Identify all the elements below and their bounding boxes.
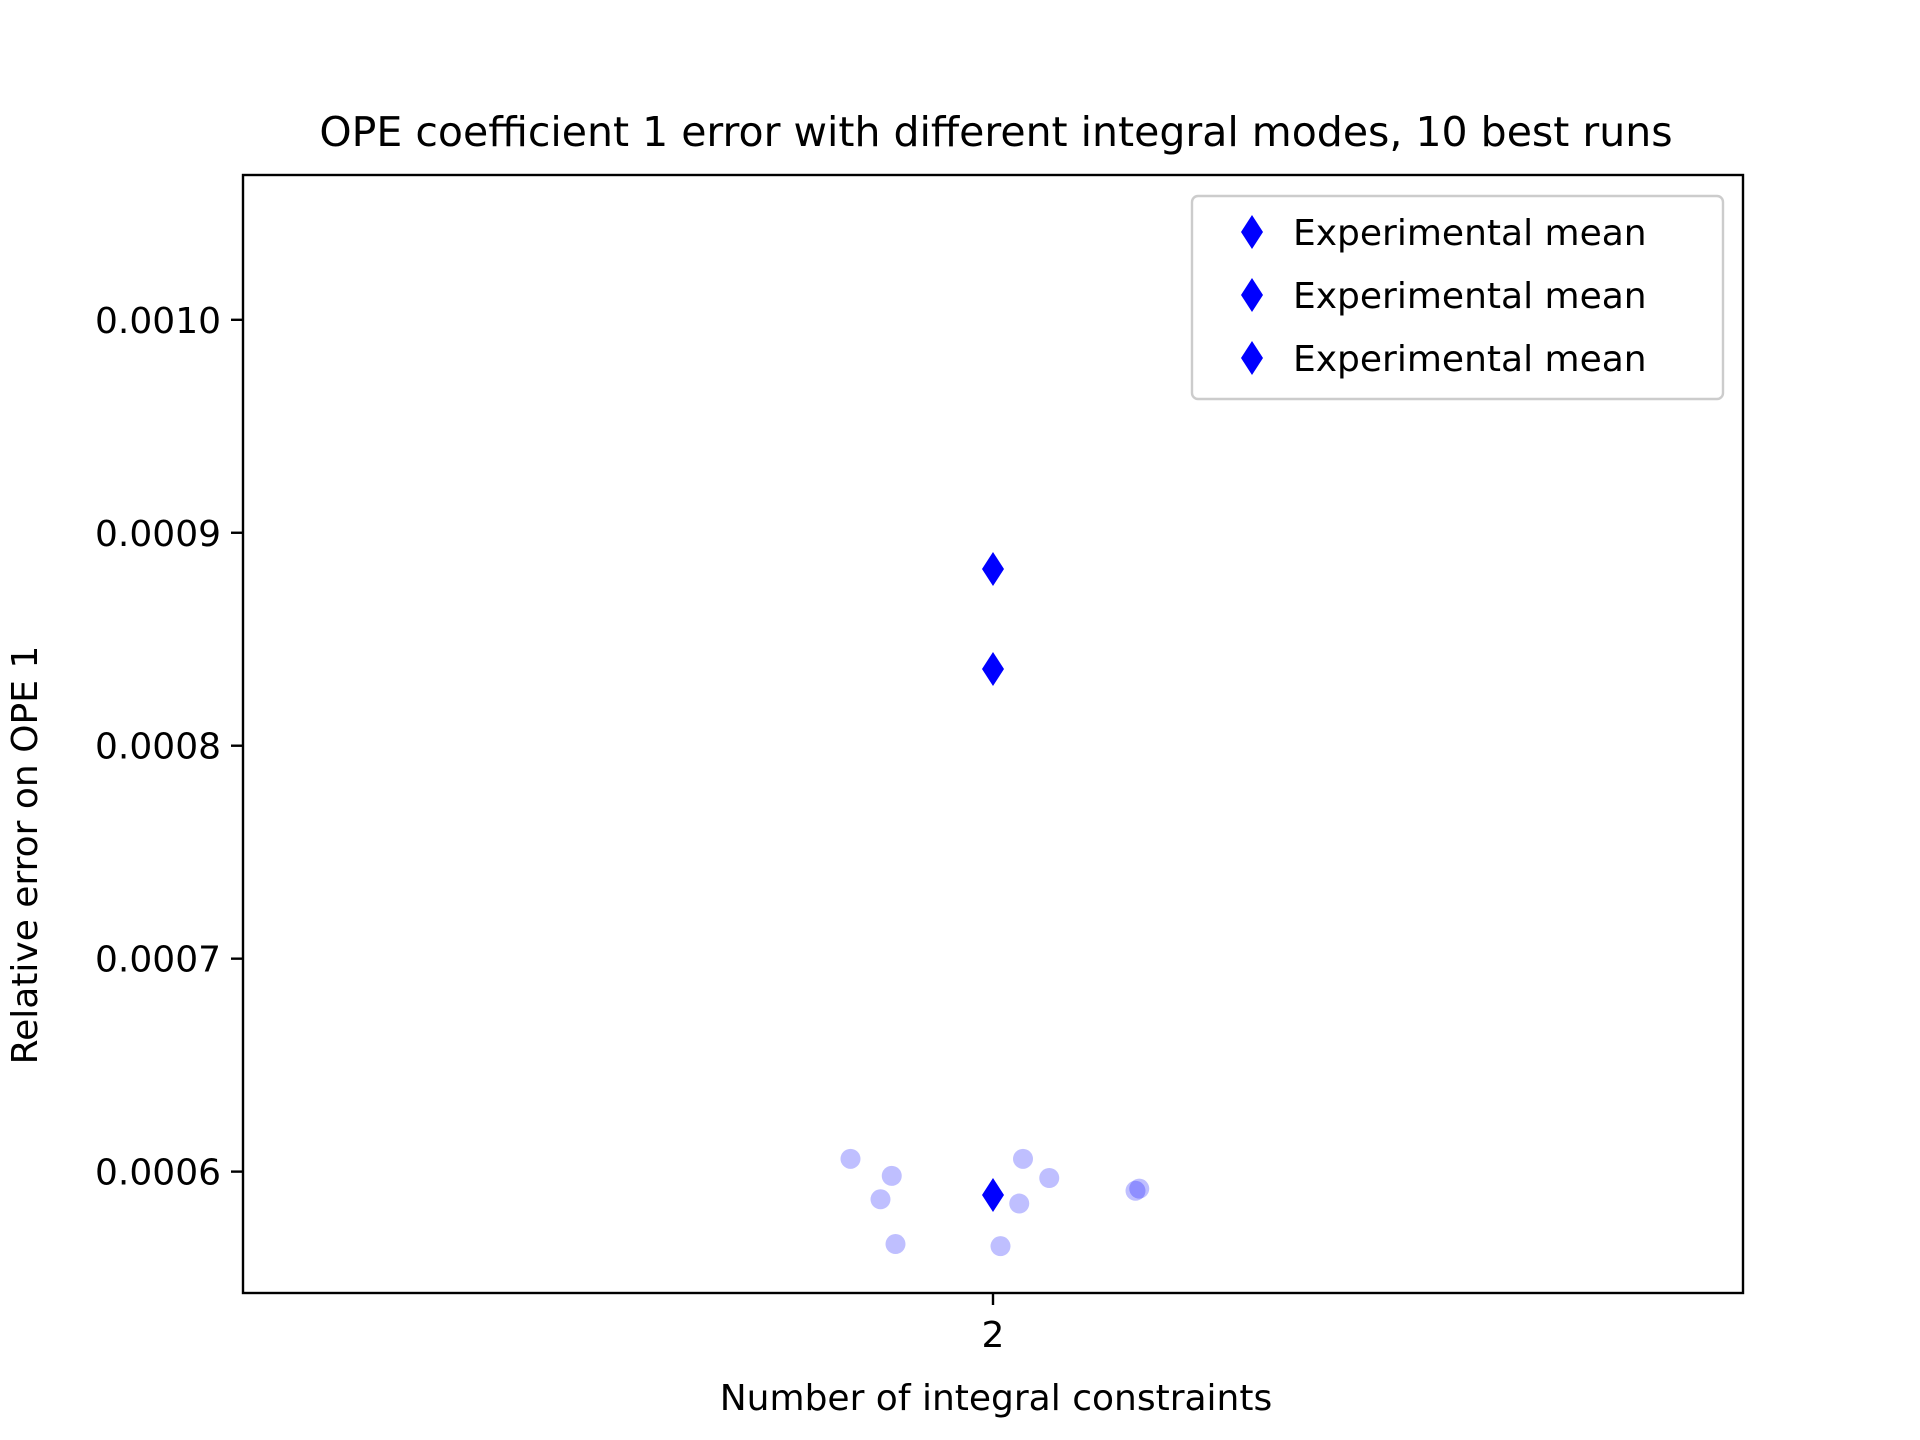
legend-label: Experimental mean	[1293, 276, 1647, 317]
x-axis-ticks: 2	[982, 1293, 1005, 1356]
run-point	[840, 1148, 861, 1169]
y-axis-label: Relative error on OPE 1	[5, 646, 46, 1065]
legend: Experimental mean Experimental mean Experi…	[1190, 194, 1725, 401]
y-tick-label: 0.0008	[95, 727, 221, 768]
run-point	[1129, 1178, 1150, 1199]
run-point	[870, 1189, 891, 1210]
legend-box	[1190, 194, 1725, 401]
run-point	[881, 1165, 902, 1186]
experimental-mean-marker	[982, 551, 1004, 586]
means-layer	[982, 551, 1004, 1213]
y-tick-label: 0.0009	[95, 514, 221, 555]
run-point	[885, 1234, 906, 1255]
x-axis-label: Number of integral constraints	[720, 1378, 1273, 1419]
run-point	[990, 1236, 1011, 1257]
legend-marker	[1241, 341, 1263, 375]
y-tick-label: 0.0007	[95, 940, 221, 981]
run-point	[1039, 1168, 1060, 1189]
y-axis-ticks: 0.0006 0.0007 0.0008 0.0009 0.0010	[95, 301, 243, 1194]
run-point	[1125, 1180, 1146, 1201]
y-tick-label: 0.0006	[95, 1153, 221, 1194]
experimental-mean-marker	[982, 1178, 1004, 1213]
plot-area	[241, 173, 1745, 1295]
run-point	[1009, 1193, 1030, 1214]
run-point	[1013, 1148, 1033, 1169]
experimental-mean-marker	[982, 652, 1004, 687]
x-tick-label: 2	[982, 1315, 1005, 1356]
legend-marker	[1241, 215, 1263, 249]
legend-label: Experimental mean	[1293, 339, 1647, 380]
legend-label: Experimental mean	[1293, 213, 1647, 254]
runs-layer	[840, 1148, 1150, 1257]
y-tick-label: 0.0010	[95, 301, 221, 342]
legend-marker	[1241, 278, 1263, 312]
chart-title: OPE coefficient 1 error with different i…	[319, 108, 1672, 156]
